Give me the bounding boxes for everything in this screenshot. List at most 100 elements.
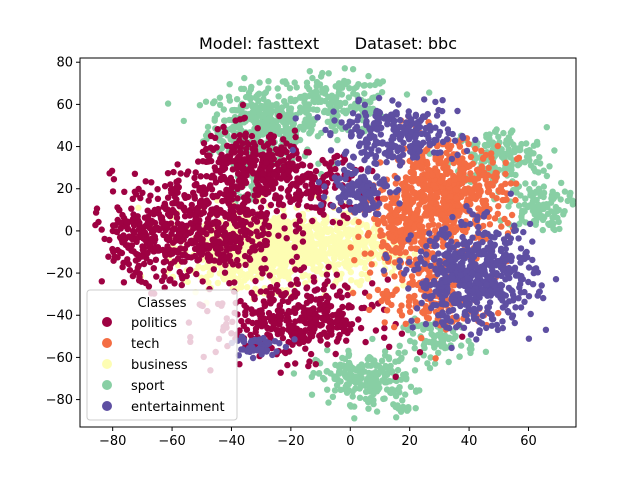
scatter-point-business [278,267,285,274]
scatter-point-business [361,264,369,272]
scatter-point-sport [427,354,434,361]
scatter-point-sport [218,145,226,152]
scatter-point-politics [236,132,244,139]
scatter-point-politics [292,360,299,367]
scatter-point-politics [297,327,304,335]
scatter-point-tech [512,196,519,204]
scatter-point-business [286,220,293,227]
scatter-point-politics [293,182,300,189]
scatter-point-politics [211,237,218,244]
scatter-point-sport [332,94,339,102]
scatter-point-politics [242,179,250,186]
scatter-point-politics [276,312,284,319]
scatter-point-sport [515,202,523,209]
scatter-point-politics [247,221,254,228]
scatter-point-sport [324,386,331,393]
scatter-point-politics [257,138,264,146]
scatter-point-tech [375,217,382,225]
scatter-point-politics [253,218,261,225]
scatter-point-politics [291,287,298,295]
scatter-point-sport [313,87,320,95]
scatter-point-politics [311,174,318,181]
scatter-point-sport [392,392,400,400]
scatter-point-sport [430,340,437,347]
scatter-point-politics [381,334,388,341]
scatter-point-sport [283,102,290,109]
scatter-point-politics [299,162,307,169]
scatter-point-politics [204,242,211,249]
scatter-point-politics [329,218,336,226]
scatter-point-politics [275,201,283,208]
scatter-point-sport [216,94,224,101]
scatter-point-business [323,258,330,265]
scatter-point-sport [555,218,562,226]
scatter-point-politics [210,193,217,201]
scatter-point-tech [482,151,490,159]
scatter-point-politics [305,149,312,156]
scatter-point-sport [439,342,446,349]
scatter-point-politics [291,244,298,251]
scatter-point-sport [346,85,353,92]
scatter-point-politics [236,137,243,144]
scatter-point-sport [424,360,431,367]
scatter-point-politics [186,212,193,219]
scatter-point-tech [443,149,450,157]
scatter-point-politics [263,183,270,191]
scatter-point-sport [406,337,414,345]
scatter-point-politics [236,116,244,123]
scatter-point-entertainment [467,331,475,338]
scatter-point-politics [123,218,130,226]
scatter-point-tech [401,189,408,196]
scatter-point-politics [307,162,314,169]
scatter-point-sport [456,353,463,360]
scatter-point-sport [411,367,419,374]
scatter-point-sport [344,78,352,86]
scatter-point-politics [252,329,259,336]
scatter-point-politics [140,260,148,268]
scatter-point-politics [333,271,340,278]
scatter-point-politics [318,295,325,302]
scatter-point-entertainment [421,260,428,267]
scatter-point-politics [220,123,227,131]
scatter-point-sport [285,106,293,114]
scatter-point-politics [291,127,299,134]
scatter-point-politics [182,251,189,259]
scatter-point-politics [191,174,198,182]
scatter-point-politics [274,161,281,168]
scatter-point-politics [187,266,194,273]
scatter-point-sport [396,342,403,349]
scatter-point-politics [241,302,248,309]
scatter-point-politics [116,207,123,214]
scatter-point-politics [136,270,143,277]
scatter-point-politics [211,209,219,216]
scatter-point-sport [398,355,405,362]
scatter-point-politics [106,236,113,244]
scatter-point-sport [384,364,391,371]
scatter-point-politics [221,155,229,162]
scatter-point-business [307,232,314,239]
scatter-point-politics [217,168,224,176]
scatter-point-business [225,273,232,281]
scatter-point-sport [365,398,372,406]
scatter-point-politics [278,329,285,337]
scatter-point-tech [485,164,492,172]
scatter-point-business [243,274,250,282]
scatter-point-tech [402,320,409,327]
scatter-point-sport [395,349,402,357]
scatter-point-sport [367,98,374,106]
scatter-point-politics [312,316,320,323]
scatter-point-business [237,281,244,288]
scatter-point-politics [234,256,241,264]
scatter-point-politics [240,164,247,172]
scatter-point-sport [332,361,339,369]
scatter-point-politics [194,257,201,264]
scatter-point-politics [343,337,350,344]
scatter-point-business [320,220,327,227]
scatter-point-politics [196,226,203,233]
scatter-point-politics [262,216,269,223]
scatter-point-sport [309,74,316,82]
scatter-point-entertainment [383,254,390,262]
scatter-point-sport [533,138,541,146]
scatter-point-politics [348,321,356,328]
scatter-point-politics [225,211,233,218]
